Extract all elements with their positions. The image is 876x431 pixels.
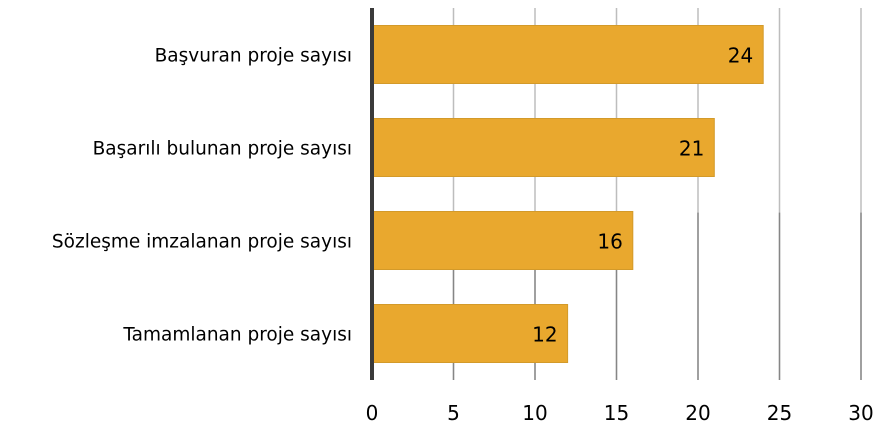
bar-0 — [371, 25, 764, 84]
bar-1 — [371, 118, 715, 177]
category-label-3: Tamamlanan proje sayısı — [122, 325, 352, 346]
bar-2 — [371, 211, 634, 270]
x-tick-label-20: 20 — [685, 401, 710, 425]
bar-3 — [371, 304, 569, 363]
x-tick-label-30: 30 — [848, 401, 873, 425]
x-tick-label-5: 5 — [447, 401, 460, 425]
x-tick-label-25: 25 — [767, 401, 792, 425]
category-label-0: Başvuran proje sayısı — [155, 46, 352, 67]
x-tick-label-0: 0 — [366, 401, 379, 425]
x-tick-label-15: 15 — [604, 401, 629, 425]
category-label-1: Başarılı bulunan proje sayısı — [93, 139, 352, 160]
data-label-2: 16 — [597, 230, 622, 254]
data-label-0: 24 — [728, 44, 753, 68]
bars — [371, 25, 764, 363]
data-label-1: 21 — [679, 137, 704, 161]
x-tick-label-10: 10 — [522, 401, 547, 425]
labels: 24 Başvuran proje sayısı 21 Başarılı buluna… — [52, 44, 874, 426]
category-label-2: Sözleşme imzalanan proje sayısı — [52, 232, 352, 253]
data-label-3: 12 — [532, 323, 557, 347]
